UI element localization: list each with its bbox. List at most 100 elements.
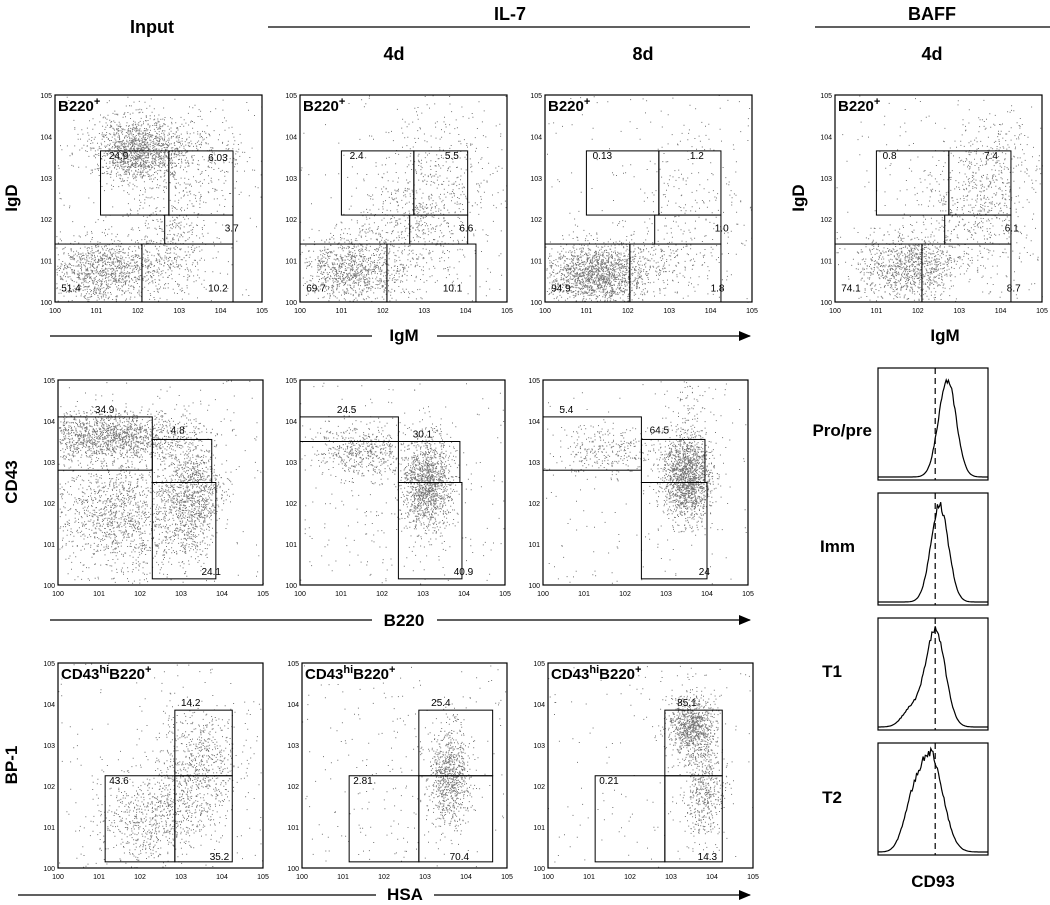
il7-8d-cd43-b220-xtick-3: 103	[660, 591, 672, 598]
baff-4d-igd-igm-gate-4	[921, 243, 1012, 303]
input-igd-igm-gate-label-3: 51.4	[61, 284, 81, 295]
input-bp1-hsa-xtick-2: 102	[134, 874, 146, 881]
il7-4d-igd-igm-xtick-5: 105	[501, 308, 513, 315]
input-cd43-b220-xtick-5: 105	[257, 591, 269, 598]
il7-4d-igd-igm-xtick-1: 101	[336, 308, 348, 315]
il7-8d-bp1-hsa-xtick-0: 100	[542, 874, 554, 881]
il7-4d-igd-igm-xtick-0: 100	[294, 308, 306, 315]
il7-8d-bp1-hsa-ytick-2: 102	[533, 784, 545, 791]
il7-4d-igd-igm-gate-label-3: 69.7	[306, 284, 326, 295]
il7-4d-cd43-b220-xtick-2: 102	[376, 591, 388, 598]
baff-4d-igd-igm-gate-label-2: 6.1	[1005, 224, 1019, 235]
il7-8d-bp1-hsa-events	[548, 665, 754, 868]
input-igd-igm-event-dots	[56, 96, 263, 303]
input-bp1-hsa-ytick-1: 101	[43, 825, 55, 832]
il7-4d-bp1-hsa-xtick-4: 104	[460, 874, 472, 881]
il7-4d-bp1-hsa-event-dots	[302, 665, 508, 868]
il7-8d-igd-igm-xtick-1: 101	[581, 308, 593, 315]
il7-4d-cd43-b220-gate-0	[299, 416, 399, 442]
il7-8d-bp1-hsa-ytick-4: 104	[533, 702, 545, 709]
il7-4d-bp1-hsa-gate-label-0: 25.4	[431, 698, 451, 709]
il7-8d-bp1-hsa-frame	[547, 662, 754, 869]
il7-4d-cd43-b220-ytick-3: 103	[285, 460, 297, 467]
il7-4d-bp1-hsa-ytick-0: 100	[287, 866, 299, 873]
il7-8d-igd-igm-gate-2	[654, 214, 722, 245]
row3-y-label: BP-1	[2, 746, 21, 785]
il7-4d-igd-igm-ytick-1: 101	[285, 259, 297, 266]
baff-4d-igd-igm-xtick-2: 102	[912, 308, 924, 315]
input-igd-igm-gate-4	[141, 243, 234, 303]
il7-8d-igd-igm-gate-label-4: 1.8	[711, 284, 725, 295]
histogram-frame-1	[877, 492, 989, 606]
input-bp1-hsa-gate-label-0: 14.2	[181, 698, 201, 709]
il7-8d-cd43-b220-xtick-4: 104	[701, 591, 713, 598]
il7-8d-cd43-b220-gate-label-2: 24	[699, 567, 711, 578]
baff-4d-igd-igm-xtick-5: 105	[1036, 308, 1048, 315]
il7-8d-igd-igm-gate-4	[629, 243, 722, 303]
il7-8d-igd-igm-ytick-5: 105	[530, 93, 542, 100]
il7-8d-cd43-b220-gate-label-0: 5.4	[559, 405, 573, 416]
il7-8d-igd-igm-xtick-4: 104	[705, 308, 717, 315]
input-bp1-hsa-gate-label-2: 35.2	[210, 852, 230, 863]
il7-8d-bp1-hsa-ytick-3: 103	[533, 743, 545, 750]
input-igd-igm-population-label: B220+	[58, 96, 100, 115]
il7-4d-bp1-hsa-xtick-2: 102	[378, 874, 390, 881]
baff-y-label: IgD	[789, 184, 808, 211]
input-cd43-b220-frame	[57, 379, 264, 586]
baff-4d-igd-igm-ytick-0: 100	[820, 300, 832, 307]
il7-8d-bp1-hsa-gate-label-0: 85.1	[677, 698, 697, 709]
baff-4d-igd-igm-gate-label-1: 7.4	[984, 151, 998, 162]
hist-x-label: CD93	[911, 872, 954, 891]
il7-8d-igd-igm-gate-label-0: 0.13	[593, 151, 613, 162]
input-igd-igm-ytick-1: 101	[40, 259, 52, 266]
il7-8d-bp1-hsa-xtick-4: 104	[706, 874, 718, 881]
input-igd-igm-events	[56, 96, 263, 303]
input-igd-igm-ytick-5: 105	[40, 93, 52, 100]
input-igd-igm-xtick-4: 104	[215, 308, 227, 315]
il7-8d-bp1-hsa-event-dots	[548, 665, 754, 868]
il7-4d-cd43-b220-gate-label-2: 40.9	[454, 567, 474, 578]
input-cd43-b220-gate-label-0: 34.9	[95, 405, 115, 416]
il7-4d-igd-igm-xtick-3: 103	[418, 308, 430, 315]
input-cd43-b220-ytick-0: 100	[43, 583, 55, 590]
histogram-curve-1	[878, 502, 988, 603]
input-bp1-hsa-gate-label-1: 43.6	[109, 776, 129, 787]
il7-4d-bp1-hsa-xtick-3: 103	[419, 874, 431, 881]
il7-4d-bp1-hsa-ytick-1: 101	[287, 825, 299, 832]
il7-8d-igd-igm-ytick-0: 100	[530, 300, 542, 307]
il7-8d-bp1-hsa-population-label: CD43hiB220+	[551, 664, 641, 683]
row2-y-label: CD43	[2, 460, 21, 503]
il7-4d-igd-igm-ytick-2: 102	[285, 217, 297, 224]
hist-label-propre: Pro/pre	[812, 421, 872, 440]
il7-8d-bp1-hsa-gate-1	[594, 775, 666, 863]
input-igd-igm-xtick-2: 102	[132, 308, 144, 315]
il7-4d-cd43-b220-ytick-1: 101	[285, 542, 297, 549]
il7-4d-bp1-hsa-ytick-5: 105	[287, 661, 299, 668]
input-igd-igm-ytick-3: 103	[40, 176, 52, 183]
il7-8d-igd-igm-xtick-3: 103	[663, 308, 675, 315]
il7-8d-cd43-b220-ytick-1: 101	[528, 542, 540, 549]
histogram-Pro/pre	[877, 367, 989, 481]
il7-4d-igd-igm-gate-label-2: 6.6	[459, 224, 473, 235]
baff-4d-igd-igm-xtick-3: 103	[953, 308, 965, 315]
baff-4d-igd-igm-events	[836, 95, 1043, 302]
input-bp1-hsa-gate-2	[174, 775, 233, 863]
baff-4d-igd-igm-ytick-2: 102	[820, 217, 832, 224]
il7-8d-bp1-hsa-xtick-5: 105	[747, 874, 759, 881]
input-igd-igm-gate-label-0: 24.9	[109, 151, 129, 162]
il7-4d-bp1-hsa-population-label: CD43hiB220+	[305, 664, 395, 683]
input-igd-igm-gate-label-4: 10.2	[208, 284, 228, 295]
hist-label-t1: T1	[822, 662, 842, 681]
il7-4d-cd43-b220-frame	[299, 379, 506, 586]
il7-8d-igd-igm-ytick-1: 101	[530, 259, 542, 266]
il7-4d-bp1-hsa-ytick-4: 104	[287, 702, 299, 709]
il7-4d-cd43-b220-ytick-0: 100	[285, 583, 297, 590]
input-cd43-b220-gate-2	[151, 482, 217, 580]
il7-8d-igd-igm-xtick-5: 105	[746, 308, 758, 315]
header-baff-4d: 4d	[921, 44, 942, 64]
